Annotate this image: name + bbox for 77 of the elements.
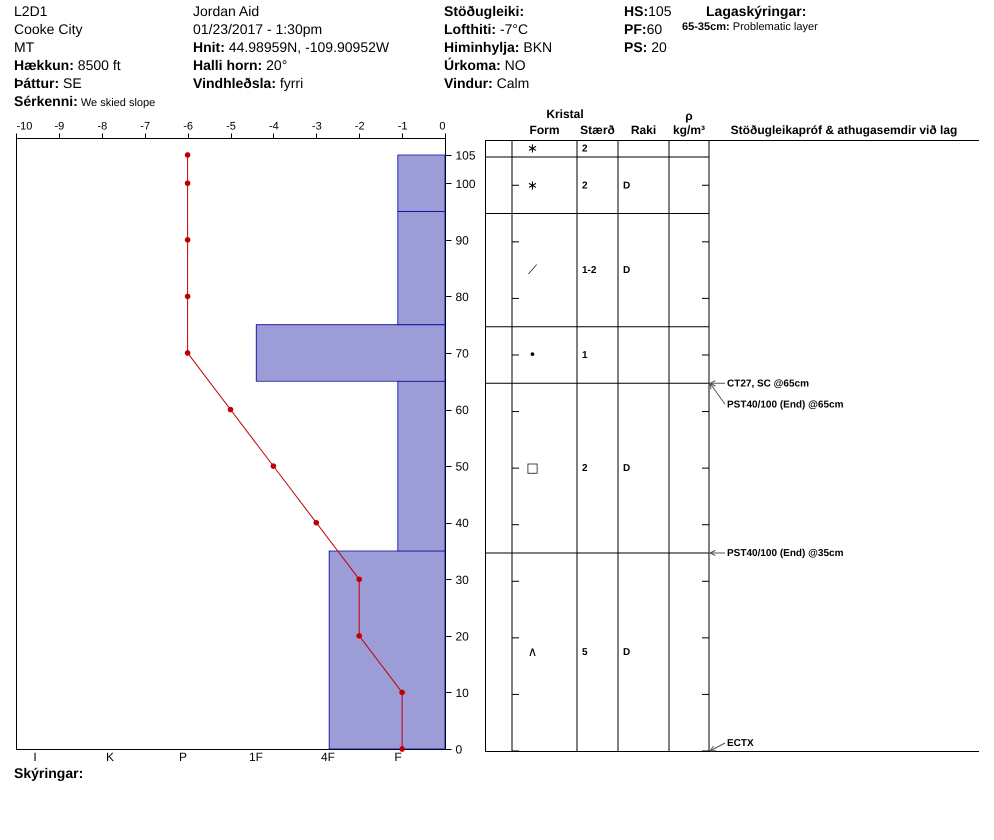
text: K (106, 750, 114, 764)
text: PST40/100 (End) @65cm (727, 399, 844, 410)
y-tick-label: 90 (456, 233, 470, 248)
text: D (623, 646, 630, 658)
text: PST40/100 (End) @35cm (727, 548, 844, 559)
x-tick-label: -8 (97, 120, 108, 132)
text: MT (14, 39, 34, 55)
x-tick-label: 0 (439, 120, 446, 132)
text: ∗ (527, 141, 538, 156)
text: Úrkoma: NO (444, 57, 526, 73)
y-tick-label: 40 (456, 516, 470, 530)
text: HS:105 (624, 3, 672, 19)
text: PS: 20 (624, 39, 667, 55)
text: I (33, 750, 37, 764)
text: F (394, 750, 402, 764)
text: 2 (582, 180, 588, 192)
y-tick-label: 60 (456, 403, 470, 418)
text: 01/23/2017 - 1:30pm (193, 21, 322, 37)
text: Vindur: Calm (444, 75, 530, 91)
text: 1F (248, 750, 264, 764)
x-tick-label: -3 (312, 120, 322, 132)
text: 2 (582, 463, 588, 474)
category-label: Form (530, 123, 560, 137)
text: ECTX (727, 738, 754, 749)
text: Sérkenni: We skied slope (14, 93, 156, 109)
y-tick-label: 0 (456, 742, 462, 756)
text: ∗ (527, 178, 538, 194)
x-tick-label: -6 (183, 120, 193, 132)
text: Hækkun: 8500 ft (14, 57, 121, 73)
text: Skýringar: (14, 765, 84, 781)
text: D (623, 180, 630, 192)
text: CT27, SC @65cm (727, 378, 810, 390)
text: PF:60 (624, 21, 662, 37)
text: 2 (582, 143, 588, 154)
category-label: ρ kg/m³ (672, 109, 706, 137)
text: Þáttur: SE (14, 75, 82, 91)
text: L2D1 (14, 3, 48, 19)
x-tick-label: -9 (54, 120, 64, 132)
text: 4F (320, 750, 336, 764)
text: 1-2 (582, 265, 596, 276)
x-tick-label: -2 (354, 120, 365, 132)
y-tick-label: 10 (456, 686, 470, 700)
x-tick-label: -4 (269, 120, 279, 132)
text: Stöðugleiki: (444, 3, 524, 19)
text: ∧ (528, 644, 538, 660)
text: • (528, 348, 536, 363)
text: P (178, 750, 188, 764)
text: Kristal (546, 107, 584, 121)
text: D (623, 265, 630, 276)
y-tick-label: 105 (456, 148, 476, 162)
y-tick-label: 30 (456, 572, 470, 587)
y-tick-label: 70 (456, 346, 470, 360)
text: 65-35cm: Problematic layer (682, 21, 818, 33)
text: Lagaskýringar: (706, 3, 806, 19)
y-tick-label: 50 (456, 460, 470, 474)
text: Jordan Aid (193, 3, 260, 19)
text: 1 (582, 350, 588, 361)
text: Halli horn: 20° (193, 57, 288, 73)
text: Hnit: 44.98959N, -109.90952W (193, 39, 390, 55)
y-tick-label: 100 (456, 176, 476, 191)
text: Vindhleðsla: fyrri (193, 75, 304, 91)
text: 5 (582, 646, 588, 658)
x-tick-label: -1 (398, 120, 408, 132)
x-tick-label: -7 (140, 120, 150, 132)
text: Himinhylja: BKN (444, 39, 552, 55)
x-tick-label: -5 (226, 120, 236, 132)
text: □ (526, 461, 539, 476)
category-label: Raki (630, 123, 656, 137)
x-tick-label: -10 (16, 120, 32, 132)
text: ⟋ (528, 263, 537, 278)
text: Lofthiti: -7°C (444, 21, 528, 37)
y-tick-label: 80 (456, 290, 470, 304)
text: Cooke City (14, 21, 82, 37)
category-label: Stöðugleikapróf & athugasemdir við lag (730, 123, 958, 137)
text: D (623, 463, 630, 474)
y-tick-label: 20 (456, 629, 470, 644)
category-label: Stærð (580, 123, 615, 137)
